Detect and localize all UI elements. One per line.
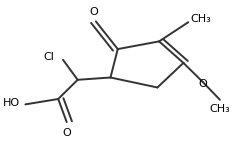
Text: CH₃: CH₃ xyxy=(209,104,229,114)
Text: HO: HO xyxy=(3,98,20,108)
Text: CH₃: CH₃ xyxy=(190,14,211,24)
Text: Cl: Cl xyxy=(44,52,54,62)
Text: O: O xyxy=(89,7,98,17)
Text: O: O xyxy=(198,79,206,89)
Text: O: O xyxy=(62,128,71,138)
